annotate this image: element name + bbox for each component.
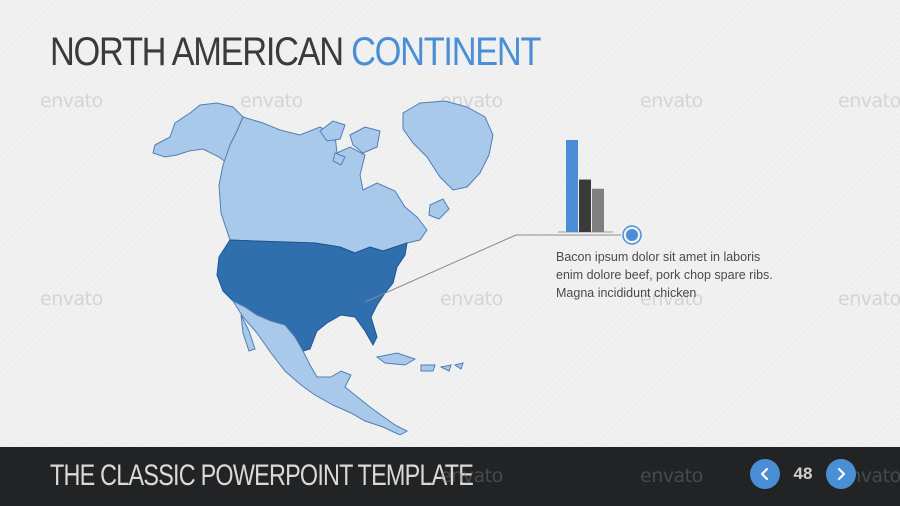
description-line: Bacon ipsum dolor sit amet in laboris [556,250,761,264]
watermark-text: envato [40,288,103,310]
previous-slide-button[interactable] [750,459,780,489]
watermark-text: envato [838,90,900,112]
north-america-map [152,100,494,435]
description-line: Magna incididunt chicken [556,286,697,300]
map-region-arctic-islands [319,120,381,166]
description-text: Bacon ipsum dolor sit amet in laboris en… [556,248,816,302]
watermark-text: envato [640,288,703,310]
chart-bar [579,179,591,232]
chevron-left-icon [760,467,769,481]
watermark-text: envato [640,90,703,112]
next-slide-button[interactable] [826,459,856,489]
map-region-mexico [231,299,409,435]
description-line: enim dolore beef, pork chop spare ribs. [556,268,773,282]
chevron-right-icon [837,467,846,481]
map-region-newfoundland [428,198,450,220]
chart-bar [592,188,604,232]
watermark-text: envato [838,288,900,310]
watermark-text: envato [440,465,503,487]
bar-chart [558,140,613,233]
slide-canvas: NORTH AMERICAN CONTINENT envato envato e… [0,0,900,447]
slide-title: NORTH AMERICAN CONTINENT [50,26,541,78]
watermark-text: envato [240,90,303,112]
title-part-dark: NORTH AMERICAN [50,30,344,74]
watermark-text: envato [640,465,703,487]
chart-bar [566,140,578,232]
title-part-accent: CONTINENT [351,30,541,74]
map-region-greenland [402,100,494,191]
footer-title: THE CLASSIC POWERPOINT TEMPLATE [50,459,474,492]
watermark-text: envato [40,90,103,112]
page-number: 48 [793,464,813,483]
map-region-caribbean [375,352,464,372]
